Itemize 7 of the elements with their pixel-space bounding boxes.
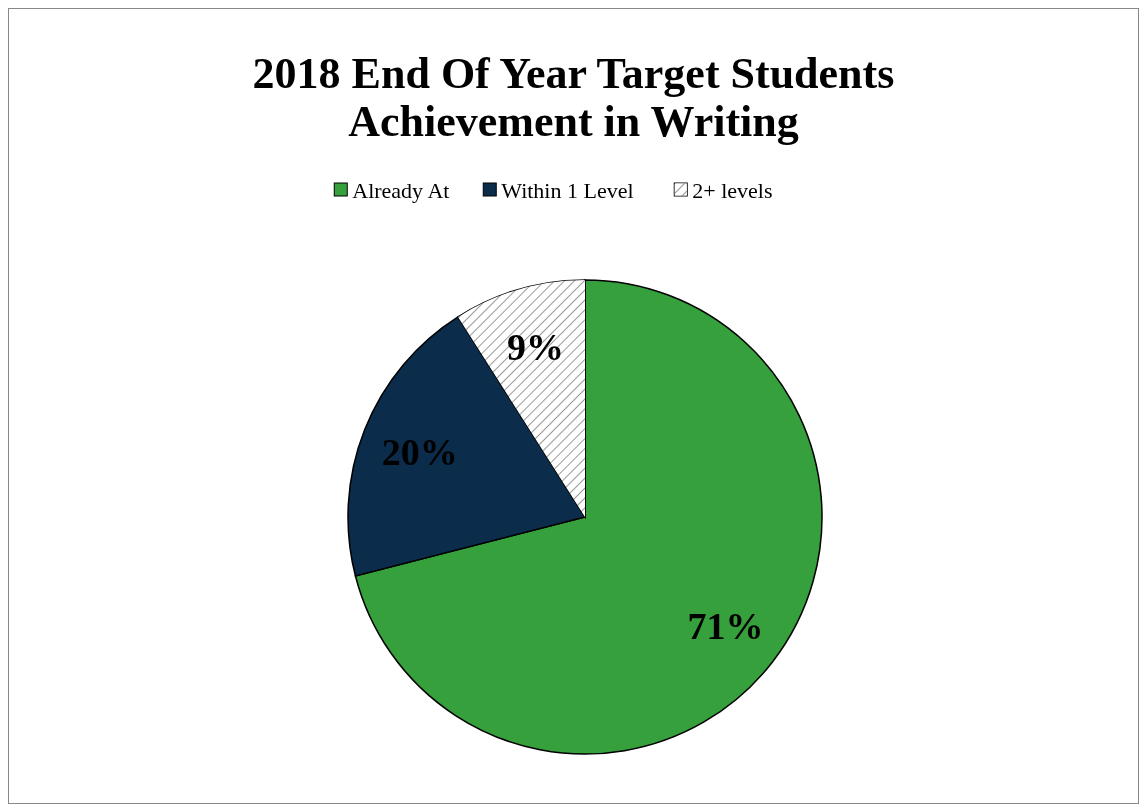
legend-label: Within 1 Level — [501, 177, 634, 203]
data-label: 71% — [687, 605, 764, 648]
legend-label: 2+ levels — [692, 177, 773, 203]
data-label: 9% — [506, 325, 564, 368]
legend-label: Already At — [352, 177, 450, 203]
chart-title: 2018 End Of Year Target Students Achievement in Writing — [252, 49, 895, 146]
data-label: 20% — [381, 430, 458, 473]
